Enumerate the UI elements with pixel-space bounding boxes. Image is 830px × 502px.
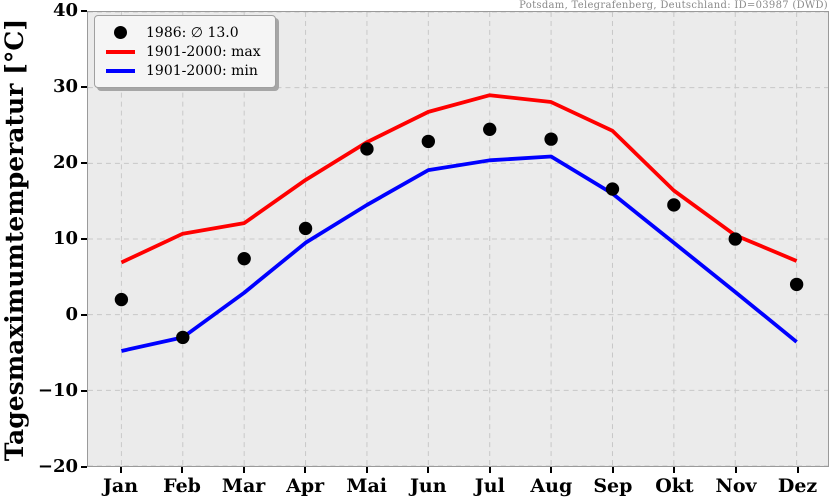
y-tick-mark — [81, 390, 87, 392]
y-tick-label: 30 — [52, 76, 78, 97]
x-tick-label-feb: Feb — [163, 475, 201, 497]
legend-item-dots-1986: 1986: ∅ 13.0 — [101, 23, 261, 42]
y-tick-label: 0 — [65, 304, 78, 325]
dots-1986-point — [483, 122, 497, 136]
legend: 1986: ∅ 13.0 1901-2000: max 1901-2000: min — [94, 15, 276, 88]
x-tick-label-okt: Okt — [655, 475, 694, 497]
x-tick-label-sep: Sep — [593, 475, 633, 497]
dots-1986-point — [176, 330, 190, 345]
legend-dot-marker-icon — [101, 26, 139, 39]
y-tick-label: 10 — [52, 228, 78, 249]
legend-label: 1901-2000: min — [146, 62, 258, 79]
x-tick-mark — [796, 467, 799, 473]
dots-1986-point — [728, 232, 742, 246]
x-tick-label-jun: Jun — [409, 475, 447, 497]
chart-title: Potsdam, Telegrafenberg, Deutschland: ID… — [519, 0, 828, 11]
dots-1986-point — [360, 142, 374, 156]
legend-label: 1986: ∅ 13.0 — [146, 24, 239, 41]
x-tick-label-nov: Nov — [715, 475, 757, 497]
y-tick-mark — [81, 162, 87, 164]
dots-1986-point — [605, 182, 620, 196]
x-tick-mark — [673, 467, 676, 473]
x-tick-mark — [611, 467, 614, 473]
y-tick-label: 40 — [52, 0, 78, 21]
x-tick-label-mar: Mar — [221, 475, 266, 497]
y-tick-mark — [81, 314, 87, 316]
x-tick-label-apr: Apr — [286, 475, 325, 497]
dots-1986-point — [789, 277, 804, 292]
x-tick-label-jul: Jul — [474, 475, 505, 497]
max-line — [120, 93, 798, 265]
legend-line-marker-icon — [101, 68, 139, 73]
x-tick-mark — [550, 467, 553, 473]
y-tick-label: −10 — [37, 380, 78, 401]
x-tick-mark — [304, 467, 307, 473]
y-tick-label: −20 — [37, 456, 78, 477]
y-tick-mark — [81, 10, 87, 12]
x-tick-mark — [181, 467, 184, 473]
x-tick-label-mai: Mai — [346, 475, 387, 497]
legend-line-marker-icon — [101, 49, 139, 54]
legend-item-max-line: 1901-2000: max — [101, 42, 261, 61]
legend-label: 1901-2000: max — [146, 43, 261, 60]
x-tick-label-aug: Aug — [530, 475, 573, 497]
x-tick-mark — [735, 467, 737, 473]
x-tick-label-jan: Jan — [102, 475, 139, 497]
min-line — [120, 154, 798, 353]
x-tick-label-dez: Dez — [777, 475, 818, 497]
dots-1986-point — [667, 198, 681, 212]
legend-item-min-line: 1901-2000: min — [101, 61, 261, 80]
x-tick-mark — [365, 467, 368, 473]
dots-1986-point — [114, 292, 129, 307]
y-tick-mark — [81, 238, 87, 240]
y-tick-label: 20 — [52, 152, 78, 173]
x-tick-mark — [119, 467, 122, 473]
dots-1986-point — [421, 134, 436, 149]
plot-area: 1986: ∅ 13.0 1901-2000: max 1901-2000: min — [87, 11, 829, 467]
dots-1986-point — [237, 252, 251, 266]
dots-1986-point — [544, 132, 558, 146]
y-tick-mark — [81, 86, 87, 88]
x-tick-mark — [488, 467, 491, 473]
dots-1986-point — [298, 221, 313, 236]
x-tick-mark — [242, 467, 245, 473]
x-tick-mark — [427, 467, 430, 473]
chart-canvas — [88, 12, 828, 466]
y-tick-mark — [81, 466, 87, 468]
